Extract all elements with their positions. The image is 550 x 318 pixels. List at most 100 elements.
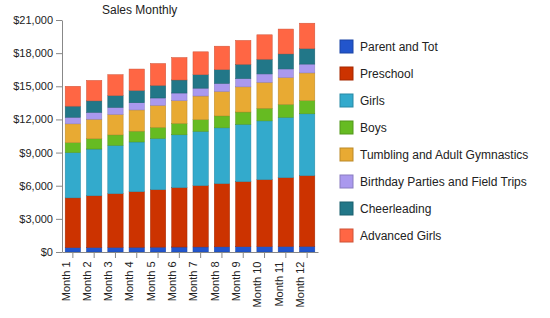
bar: [193, 88, 208, 96]
bar: [278, 246, 293, 252]
tick-label: Month 3: [102, 262, 114, 302]
tick-label: Month 5: [145, 262, 157, 302]
bar: [129, 110, 144, 131]
bar: [236, 40, 251, 64]
tick-mark: [56, 153, 62, 154]
bar: [236, 124, 251, 181]
bar: [299, 23, 314, 48]
tick-label: Month 2: [81, 262, 93, 302]
legend-item: Girls: [340, 94, 385, 108]
bar: [257, 82, 272, 108]
bar: [299, 49, 314, 64]
bar: [172, 80, 187, 93]
bar: [257, 74, 272, 82]
x-axis: Month 1 Month 2 Month 3 Month 4 Month 5 Month…: [60, 252, 319, 307]
bar: [86, 196, 101, 248]
series: [65, 114, 315, 198]
bar: [193, 247, 208, 252]
legend-item: Cheerleading: [340, 202, 431, 216]
tick-mark: [243, 252, 244, 258]
tick-label: $15,000: [13, 80, 53, 92]
y-axis: $0$3,000$6,000$9,000$12,000$15,000$18,00…: [13, 14, 62, 258]
bar: [278, 117, 293, 177]
legend-swatch: [340, 67, 353, 80]
bar: [257, 59, 272, 74]
bar: [150, 127, 165, 138]
tick-mark: [56, 186, 62, 187]
bar: [299, 64, 314, 73]
bar: [172, 123, 187, 134]
bar: [86, 139, 101, 149]
bar: [65, 198, 80, 248]
bar: [172, 101, 187, 124]
bar: [193, 52, 208, 75]
bar: [193, 131, 208, 185]
series: [65, 64, 315, 124]
tick: $21,000: [13, 14, 62, 26]
legend-label: Girls: [360, 94, 385, 108]
tick-label: $12,000: [13, 113, 53, 125]
bar: [150, 85, 165, 98]
chart: Sales Monthly$0$3,000$6,000$9,000$12,000…: [0, 0, 550, 318]
bar: [129, 69, 144, 90]
tick: $3,000: [19, 213, 62, 225]
axis-line: [63, 252, 319, 253]
bar: [278, 178, 293, 247]
plot: $0$3,000$6,000$9,000$12,000$15,000$18,00…: [13, 14, 318, 307]
tick-mark: [56, 252, 62, 253]
tick-mark: [264, 252, 265, 258]
tick-mark: [72, 252, 73, 258]
bar: [129, 131, 144, 142]
bar: [108, 75, 123, 96]
tick: Month 2: [81, 252, 94, 301]
bar: [278, 69, 293, 78]
tick: Month 3: [102, 252, 115, 301]
bar: [150, 64, 165, 86]
bar: [278, 78, 293, 105]
legend-item: Preschool: [340, 67, 413, 81]
bar: [193, 96, 208, 120]
bar: [214, 184, 229, 247]
legend-item: Boys: [340, 121, 387, 135]
legend-swatch: [340, 121, 353, 134]
tick-mark: [115, 252, 116, 258]
bar: [236, 247, 251, 252]
bar: [86, 80, 101, 100]
tick: Month 1: [60, 252, 73, 301]
bar: [65, 153, 80, 198]
tick-mark: [221, 252, 222, 258]
tick-label: Month 9: [230, 262, 242, 302]
bar: [108, 145, 123, 193]
bar: [257, 35, 272, 59]
tick-label: $9,000: [19, 147, 53, 159]
bar: [278, 54, 293, 69]
bar: [86, 119, 101, 139]
tick-mark: [136, 252, 137, 258]
tick-mark: [179, 252, 180, 258]
bar: [257, 180, 272, 247]
tick: $6,000: [19, 180, 62, 192]
bar: [193, 75, 208, 88]
tick-mark: [56, 53, 62, 54]
bar: [278, 29, 293, 54]
bar: [65, 124, 80, 143]
bar: [193, 186, 208, 247]
tick: Month 10: [251, 252, 264, 307]
bar: [150, 247, 165, 252]
series: [65, 246, 315, 252]
bar: [236, 87, 251, 112]
legend-label: Tumbling and Adult Gymnastics: [360, 148, 528, 162]
bar: [108, 247, 123, 252]
bar: [214, 46, 229, 69]
bar: [172, 58, 187, 80]
series: [65, 23, 315, 106]
bar: [129, 247, 144, 252]
bar: [299, 73, 314, 101]
tick: Month 4: [123, 252, 136, 301]
tick-label: Month 11: [273, 262, 285, 307]
tick: Month 9: [230, 252, 243, 301]
bar: [150, 105, 165, 127]
tick-mark: [285, 252, 286, 258]
bar: [172, 93, 187, 101]
tick-label: Month 10: [251, 262, 263, 308]
